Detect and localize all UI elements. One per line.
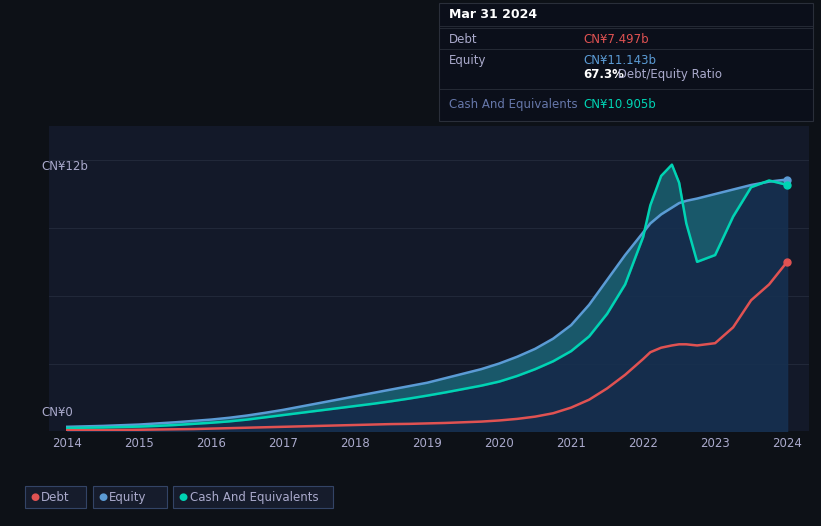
Text: ●: ● (179, 492, 187, 502)
Text: Equity: Equity (109, 491, 147, 503)
Text: ●: ● (99, 492, 107, 502)
Text: Debt/Equity Ratio: Debt/Equity Ratio (614, 68, 722, 82)
Text: ●: ● (30, 492, 39, 502)
Text: CN¥10.905b: CN¥10.905b (583, 98, 656, 111)
Text: Cash And Equivalents: Cash And Equivalents (449, 98, 578, 111)
Text: CN¥0: CN¥0 (42, 406, 73, 419)
Text: 67.3%: 67.3% (583, 68, 624, 82)
Text: CN¥7.497b: CN¥7.497b (583, 33, 649, 46)
Text: Cash And Equivalents: Cash And Equivalents (190, 491, 319, 503)
Text: CN¥11.143b: CN¥11.143b (583, 54, 656, 67)
Text: Mar 31 2024: Mar 31 2024 (449, 8, 537, 21)
Text: Debt: Debt (449, 33, 478, 46)
Text: Debt: Debt (41, 491, 70, 503)
Text: CN¥12b: CN¥12b (42, 160, 89, 173)
Text: Equity: Equity (449, 54, 487, 67)
